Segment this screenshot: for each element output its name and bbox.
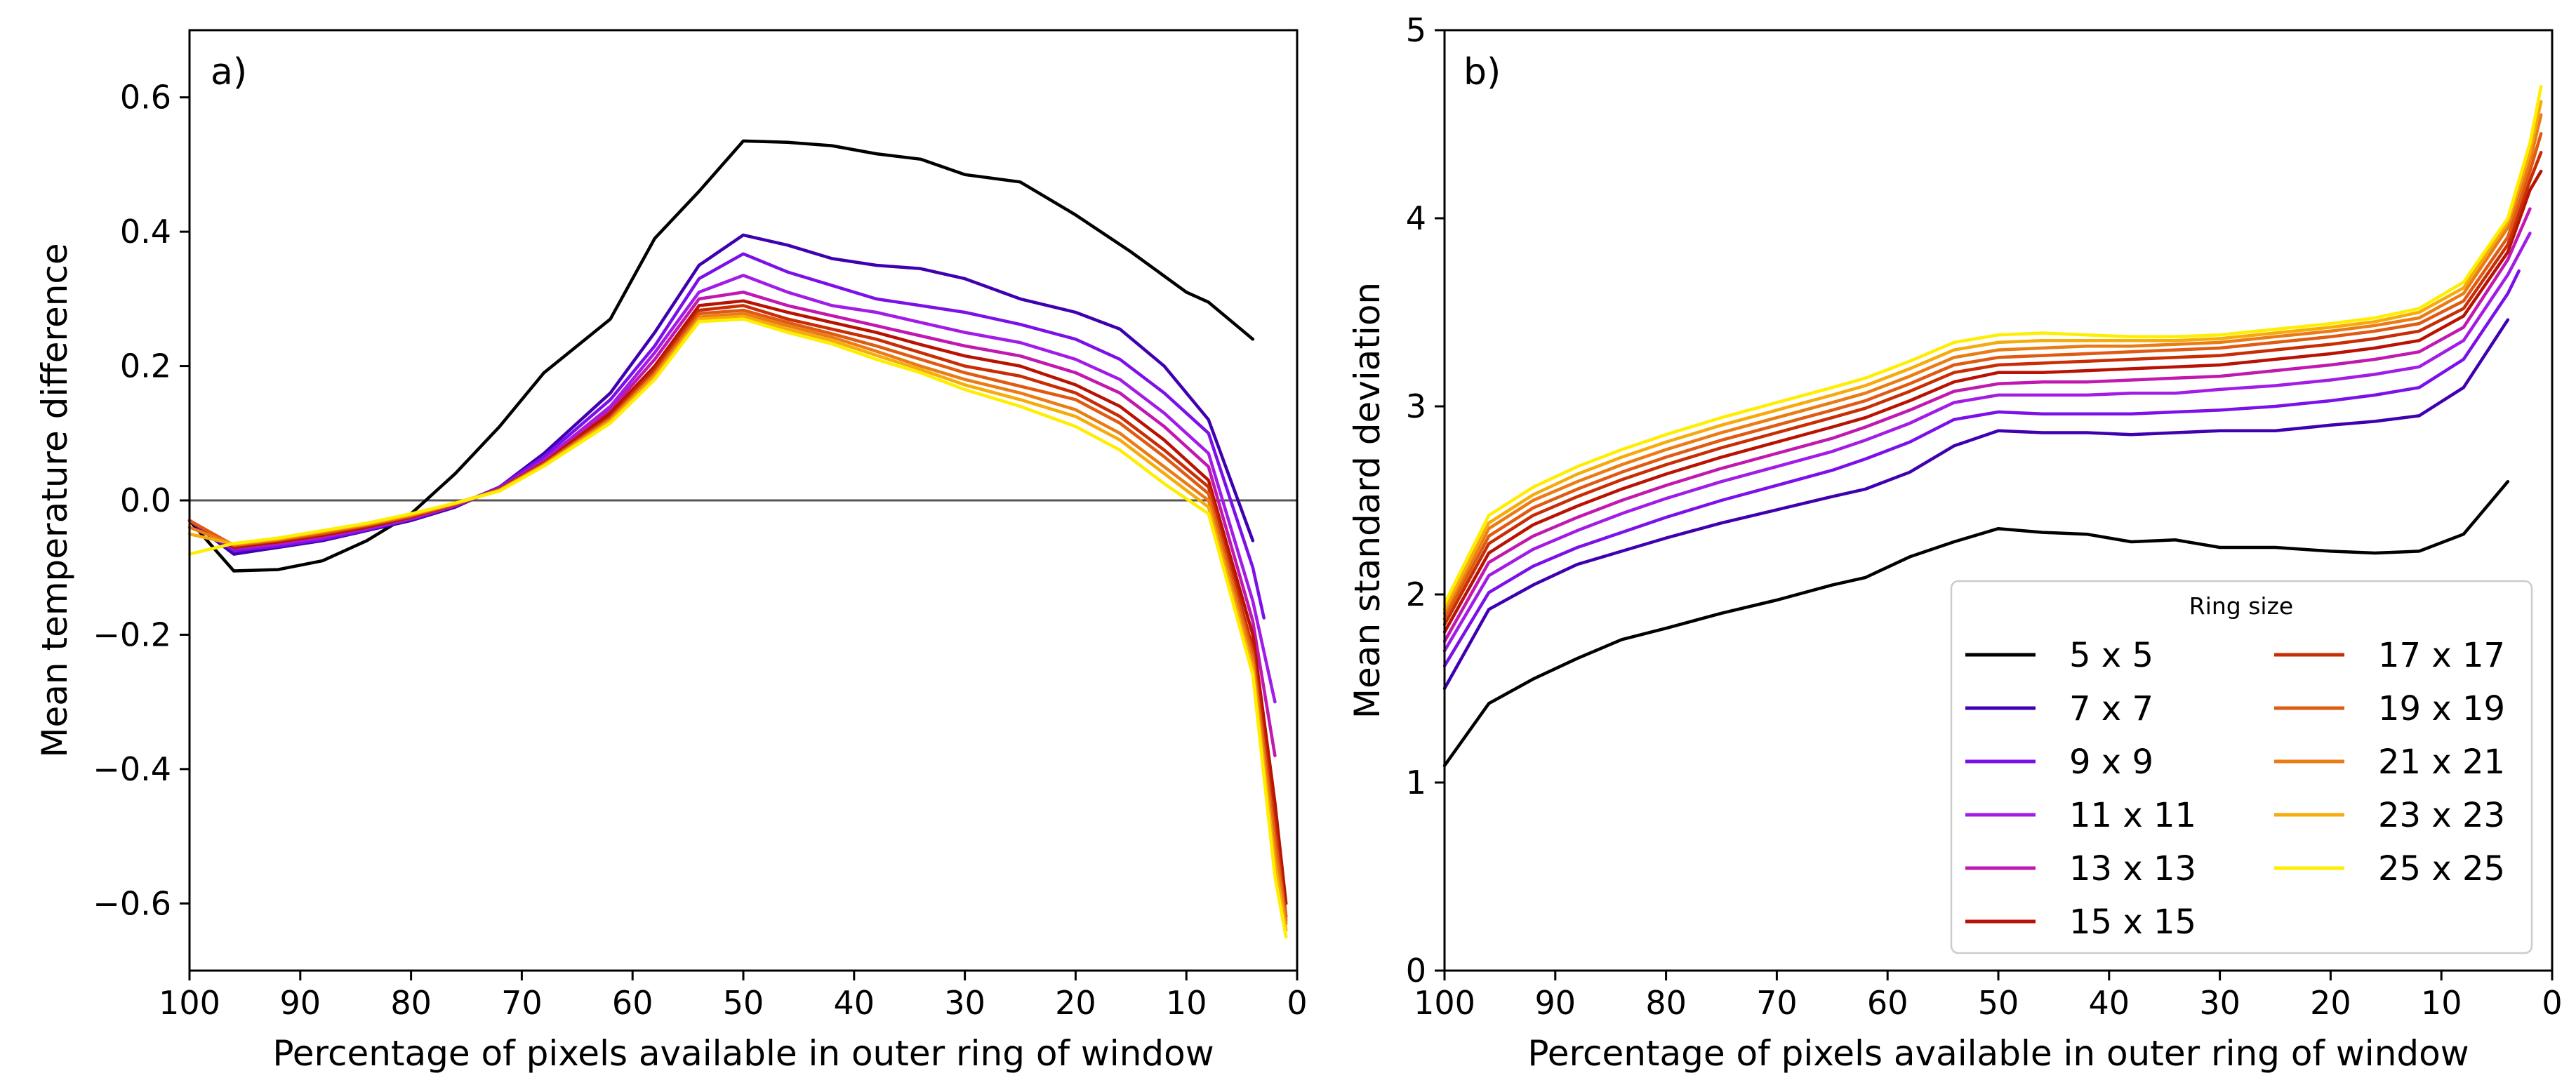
panel-b-series-line-1: [1442, 318, 2510, 691]
panel-a-series-line-6: [187, 304, 1288, 919]
legend: Ring size 5 x 5 7 x 7 9 x 9 11 x 11 13 x 13 1…: [1950, 580, 2533, 954]
panel-a-x-tick-label-0: 100: [159, 984, 220, 1022]
panel-b-x-tick-label-2: 80: [1645, 984, 1687, 1022]
panel-b-x-tick-label-10: 0: [2542, 984, 2562, 1022]
panel-a-y-tick-label-5: 0.4: [120, 213, 171, 251]
panel-a-x-tick-label-1: 90: [280, 984, 321, 1022]
panel-a-y-tick-label-3: 0.0: [120, 481, 171, 519]
panel-a-x-tick-label-5: 50: [723, 984, 764, 1022]
panel-a-label: a): [211, 51, 247, 93]
panel-b-series-line-4: [1442, 207, 2532, 644]
panel-b-y-tick-label-4: 4: [1406, 199, 1426, 237]
legend-entry-label-3: 11 x 11: [2069, 796, 2196, 835]
legend-entry-label-1: 7 x 7: [2069, 689, 2153, 728]
panel-a-x-tick-label-4: 60: [612, 984, 653, 1022]
legend-items: 5 x 5 7 x 7 9 x 9 11 x 11 13 x 13 15 x 15 17 x…: [1965, 636, 2505, 942]
panel-a: 100 90 80 70 60 50 40 30 20 10 0−0.6−0.4−0.20.00.2…: [34, 29, 1308, 1074]
legend-entry-label-10: 25 x 25: [2378, 849, 2505, 888]
panel-a-x-tick-label-3: 70: [501, 984, 543, 1022]
panel-a-series-line-0: [187, 139, 1255, 573]
legend-entry-label-9: 23 x 23: [2378, 796, 2505, 835]
panel-b-y-tick-label-1: 1: [1406, 764, 1426, 801]
panel-b-x-tick-label-8: 20: [2310, 984, 2351, 1022]
panel-b-x-tick-label-1: 90: [1535, 984, 1576, 1022]
panel-b-y-tick-label-2: 2: [1406, 575, 1426, 613]
panel-a-series-line-10: [187, 317, 1288, 939]
panel-a-y-tick-label-0: −0.6: [93, 884, 171, 922]
panel-a-x-tick-label-9: 10: [1166, 984, 1207, 1022]
panel-b-x-tick-label-5: 50: [1978, 984, 2019, 1022]
panel-b-x-tick-label-0: 100: [1414, 984, 1475, 1022]
panel-b-series-line-3: [1442, 232, 2532, 653]
legend-entry-label-6: 17 x 17: [2378, 636, 2505, 675]
panel-b-series-line-9: [1442, 100, 2543, 611]
panel-b-series-line-10: [1442, 85, 2543, 606]
panel-b-x-tick-label-6: 40: [2089, 984, 2130, 1022]
panel-b-x-tick-label-9: 10: [2421, 984, 2462, 1022]
panel-b-y-tick-label-0: 0: [1406, 952, 1426, 990]
panel-a-series-line-8: [187, 312, 1288, 926]
panel-a-series: [187, 139, 1297, 939]
legend-entry-label-0: 5 x 5: [2069, 636, 2153, 675]
panel-b-series-line-2: [1442, 269, 2521, 668]
legend-title: Ring size: [2189, 592, 2293, 620]
panel-b-series-line-8: [1442, 113, 2543, 615]
panel-b-y-axis-label: Mean standard deviation: [1347, 282, 1388, 719]
panel-b-label: b): [1463, 51, 1501, 93]
panel-b-series-line-0: [1442, 479, 2510, 768]
panel-a-x-tick-label-6: 40: [834, 984, 875, 1022]
panel-a-y-tick-label-4: 0.2: [120, 347, 171, 385]
panel-a-x-tick-label-8: 20: [1055, 984, 1096, 1022]
legend-entry-label-4: 13 x 13: [2069, 849, 2196, 888]
panel-b-x-axis-label: Percentage of pixels available in outer …: [1527, 1033, 2469, 1074]
legend-entry-label-5: 15 x 15: [2069, 903, 2196, 942]
panel-a-ticks: 100 90 80 70 60 50 40 30 20 10 0−0.6−0.4−0.20.00.2…: [93, 79, 1307, 1022]
panel-a-x-axis-label: Percentage of pixels available in outer …: [272, 1033, 1214, 1074]
legend-entry-label-8: 21 x 21: [2378, 743, 2505, 782]
panel-b-x-tick-label-3: 70: [1756, 984, 1798, 1022]
panel-b-y-tick-label-3: 3: [1406, 387, 1426, 425]
panel-a-series-line-3: [187, 274, 1277, 704]
panel-a-y-tick-label-6: 0.6: [120, 79, 171, 117]
panel-a-series-line-4: [187, 291, 1277, 757]
panel-b-series-line-6: [1442, 150, 2543, 627]
panel-a-y-tick-label-2: −0.2: [93, 615, 171, 653]
panel-a-series-line-5: [187, 299, 1288, 905]
panel-b-series-line-5: [1442, 169, 2543, 634]
panel-a-y-tick-label-1: −0.4: [93, 750, 171, 788]
legend-frame: [1950, 580, 2533, 954]
panel-b-series: [1442, 85, 2543, 768]
panel-a-y-axis-label: Mean temperature difference: [34, 243, 75, 757]
panel-b-series-line-7: [1442, 132, 2543, 621]
panel-b-x-tick-label-4: 60: [1867, 984, 1908, 1022]
panel-a-x-tick-label-7: 30: [944, 984, 985, 1022]
panel-b-x-tick-label-7: 30: [2199, 984, 2240, 1022]
legend-entry-label-7: 19 x 19: [2378, 689, 2505, 728]
panel-a-x-tick-label-2: 80: [390, 984, 432, 1022]
panel-b-y-tick-label-5: 5: [1406, 11, 1426, 49]
panel-a-x-tick-label-10: 0: [1287, 984, 1307, 1022]
legend-entry-label-2: 9 x 9: [2069, 743, 2153, 782]
panel-a-series-line-7: [187, 308, 1288, 922]
